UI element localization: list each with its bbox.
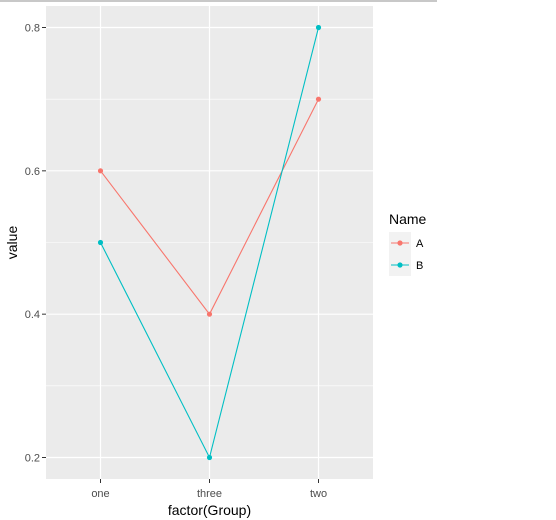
data-point-b xyxy=(206,454,213,461)
y-tick-label: 0.8 xyxy=(25,23,40,35)
x-axis-ticks: one three two xyxy=(91,479,327,500)
legend-key-point xyxy=(397,240,403,246)
y-axis-ticks: 0.2 0.4 0.6 0.8 xyxy=(25,23,46,465)
y-axis-title: value xyxy=(4,226,20,260)
x-tick-label: three xyxy=(197,488,222,500)
x-tick-label: two xyxy=(310,488,327,500)
data-point-a xyxy=(97,168,104,174)
legend-keys: AB xyxy=(389,232,424,276)
x-axis-title: factor(Group) xyxy=(168,502,251,518)
data-point-b xyxy=(315,24,322,31)
x-tick-label: one xyxy=(91,488,109,500)
series-layer xyxy=(97,24,322,461)
data-point-a xyxy=(206,311,213,317)
legend: Name AB xyxy=(389,211,427,276)
y-tick-label: 0.2 xyxy=(25,453,40,465)
data-point-b xyxy=(97,239,104,246)
legend-label-b: B xyxy=(416,260,423,272)
legend-label-a: A xyxy=(416,238,424,250)
y-tick-label: 0.4 xyxy=(25,309,40,321)
legend-title: Name xyxy=(389,211,427,227)
legend-key-point xyxy=(397,262,403,268)
data-point-a xyxy=(315,96,322,102)
top-border xyxy=(0,0,437,2)
y-tick-label: 0.6 xyxy=(25,166,40,178)
